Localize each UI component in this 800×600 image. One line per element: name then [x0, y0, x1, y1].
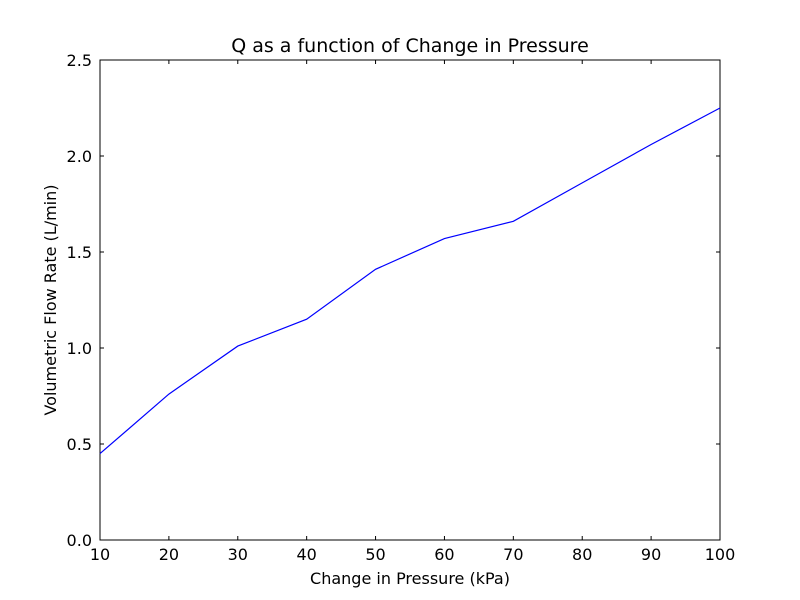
x-tick-label: 50	[365, 545, 385, 564]
y-tick-label: 2.0	[67, 147, 92, 166]
x-axis-label: Change in Pressure (kPa)	[310, 569, 510, 588]
x-tick-label: 30	[228, 545, 248, 564]
y-tick-label: 0.0	[67, 531, 92, 550]
y-tick-label: 2.5	[67, 51, 92, 70]
x-tick-label: 90	[641, 545, 661, 564]
x-axis-ticks: 10 20 30 40 50 60 70 80 90 100	[90, 60, 735, 564]
y-tick-label: 1.0	[67, 339, 92, 358]
x-tick-label: 70	[503, 545, 523, 564]
y-tick-label: 1.5	[67, 243, 92, 262]
x-tick-label: 100	[705, 545, 736, 564]
y-axis-ticks: 0.0 0.5 1.0 1.5 2.0 2.5	[67, 51, 720, 550]
x-tick-label: 60	[434, 545, 454, 564]
plot-frame	[99, 59, 721, 541]
x-tick-label: 80	[572, 545, 592, 564]
chart-title: Q as a function of Change in Pressure	[231, 35, 589, 57]
y-axis-label: Volumetric Flow Rate (L/min)	[41, 184, 60, 415]
y-tick-label: 0.5	[67, 435, 92, 454]
plot-area	[99, 59, 721, 541]
x-tick-label: 20	[159, 545, 179, 564]
x-tick-label: 10	[90, 545, 110, 564]
x-tick-label: 40	[296, 545, 316, 564]
series-layer	[99, 107, 721, 455]
series-line	[99, 107, 721, 455]
